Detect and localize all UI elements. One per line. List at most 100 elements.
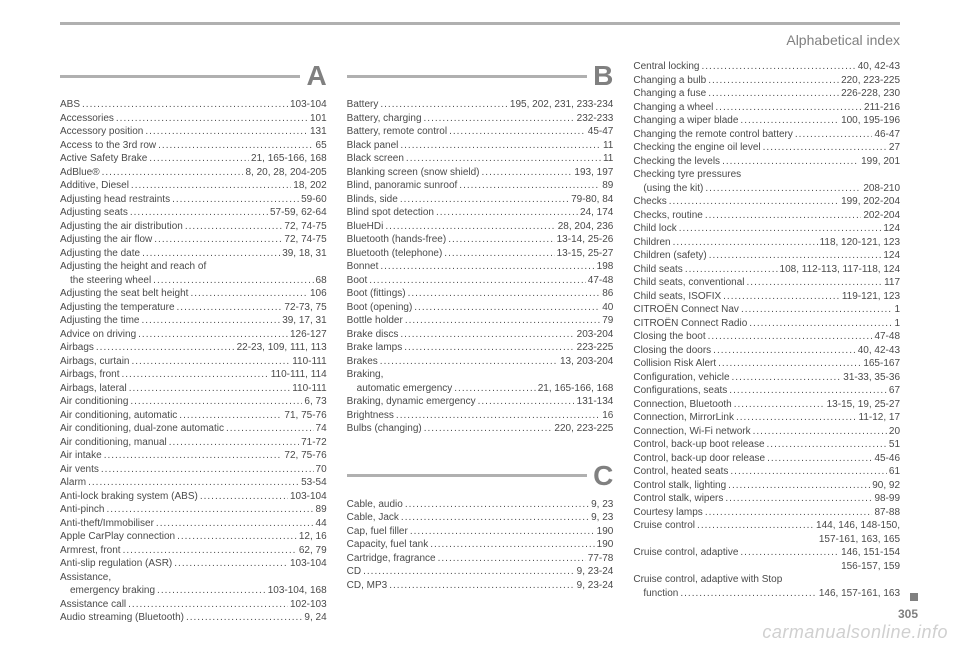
index-entry: BlueHDi28, 204, 236 (347, 220, 614, 234)
entry-label: Additive, Diesel (60, 179, 129, 193)
dot-leader (400, 328, 574, 342)
index-entry: Cable, Jack9, 23 (347, 511, 614, 525)
index-entry: Assistance call102-103 (60, 598, 327, 612)
index-entry: CITROËN Connect Nav1 (633, 303, 900, 317)
dot-leader (128, 598, 288, 612)
index-entry: Air conditioning, manual71-72 (60, 436, 327, 450)
entry-label: Armrest, front (60, 544, 121, 558)
entry-pages: 21, 165-166, 168 (538, 382, 614, 396)
entry-label: ABS (60, 98, 80, 112)
entry-label: BlueHDi (347, 220, 384, 234)
index-entry: Boot 47-48 (347, 274, 614, 288)
index-entry: Adjusting seats 57-59, 62-64 (60, 206, 327, 220)
entry-label: Control, back-up boot release (633, 438, 764, 452)
entry-label: Bluetooth (hands-free) (347, 233, 447, 247)
index-entry: Blanking screen (snow shield)193, 197 (347, 166, 614, 180)
entry-pages: 47-48 (588, 274, 614, 288)
entry-pages: 62, 79 (299, 544, 327, 558)
top-rule (60, 22, 900, 25)
dot-leader (679, 222, 882, 236)
entry-label: Adjusting the seat belt height (60, 287, 188, 301)
entry-pages: 124 (883, 222, 900, 236)
entry-label: Assistance, (60, 571, 111, 585)
entry-pages: 9, 24 (304, 611, 326, 625)
entry-label: Connection, Bluetooth (633, 398, 731, 412)
entry-label: Access to the 3rd row (60, 139, 156, 153)
entry-pages: 40, 42-43 (858, 344, 900, 358)
entry-label: Adjusting seats (60, 206, 128, 220)
index-entry: Cruise control144, 146, 148-150, (633, 519, 900, 533)
entry-label: Cable, audio (347, 498, 403, 512)
entry-label: Airbags, front (60, 368, 119, 382)
dot-leader (385, 220, 555, 234)
index-entry: Adjusting the height and reach of (60, 260, 327, 274)
entry-label: Changing a fuse (633, 87, 706, 101)
entry-label: Boot (347, 274, 368, 288)
index-entry: Connection, MirrorLink11-12, 17 (633, 411, 900, 425)
dot-leader (157, 584, 266, 598)
dot-leader (158, 139, 313, 153)
entry-pages: 144, 146, 148-150, (816, 519, 900, 533)
dot-leader (142, 247, 280, 261)
entry-pages: 11-12, 17 (859, 411, 901, 425)
entry-pages: 46-47 (874, 128, 900, 142)
dot-leader (740, 114, 839, 128)
index-entry: Anti-lock braking system (ABS)103-104 (60, 490, 327, 504)
index-entry: Bottle holder79 (347, 314, 614, 328)
page-header-title: Alphabetical index (786, 32, 900, 48)
entry-pages: 13-15, 19, 25-27 (827, 398, 900, 412)
entry-pages: 6, 73 (304, 395, 326, 409)
entry-pages: 110-111, 114 (271, 368, 327, 382)
entry-label: Adjusting the air distribution (60, 220, 183, 234)
dot-leader (154, 233, 282, 247)
dot-leader (121, 368, 268, 382)
entry-label: Changing the remote control battery (633, 128, 793, 142)
index-entry: Accessories101 (60, 112, 327, 126)
entry-label: Children (633, 236, 670, 250)
entry-label: Brake discs (347, 328, 399, 342)
entry-pages: 39, 18, 31 (282, 247, 326, 261)
entry-label: Configurations, seats (633, 384, 727, 398)
entry-pages: 12, 16 (299, 530, 327, 544)
dot-leader (389, 579, 574, 593)
entry-pages: 124 (883, 249, 900, 263)
entry-pages: 223-225 (577, 341, 614, 355)
entry-label: Black screen (347, 152, 404, 166)
entry-pages: 208-210 (863, 182, 900, 196)
entry-label: Child seats, ISOFIX (633, 290, 721, 304)
entry-label: Accessory position (60, 125, 143, 139)
entry-label: CITROËN Connect Nav (633, 303, 739, 317)
dot-leader (405, 498, 589, 512)
index-column: BBattery195, 202, 231, 233-234Battery, c… (347, 60, 614, 625)
index-entry: Anti-slip regulation (ASR)103-104 (60, 557, 327, 571)
entry-label: Bluetooth (telephone) (347, 247, 443, 261)
index-entry: Assistance, (60, 571, 327, 585)
entry-label: Accessories (60, 112, 114, 126)
entry-pages: 165-167 (863, 357, 900, 371)
index-entry: Active Safety Brake21, 165-166, 168 (60, 152, 327, 166)
index-entry: Battery, charging232-233 (347, 112, 614, 126)
entry-pages: 198 (597, 260, 614, 274)
entry-pages: 195, 202, 231, 233-234 (510, 98, 613, 112)
dot-leader (177, 530, 297, 544)
entry-pages: 193, 197 (574, 166, 613, 180)
index-entry: Adjusting the seat belt height106 (60, 287, 327, 301)
corner-square (910, 593, 918, 601)
entry-label: Control stalk, wipers (633, 492, 723, 506)
index-entry: Changing a wiper blade100, 195-196 (633, 114, 900, 128)
entry-pages: 57-59, 62-64 (270, 206, 327, 220)
index-entry: Adjusting the date39, 18, 31 (60, 247, 327, 261)
dot-leader (725, 492, 872, 506)
index-entry: Central locking40, 42-43 (633, 60, 900, 74)
dot-leader (705, 182, 861, 196)
index-column: AABS103-104Accessories101Accessory posit… (60, 60, 327, 625)
index-entry: Adjusting head restraints59-60 (60, 193, 327, 207)
entry-label: Anti-theft/Immobiliser (60, 517, 154, 531)
entry-pages: 202-204 (863, 209, 900, 223)
page-number: 305 (898, 607, 918, 621)
index-entry: Collision Risk Alert165-167 (633, 357, 900, 371)
entry-label: Cruise control, adaptive with Stop (633, 573, 782, 587)
index-entry: Black screen11 (347, 152, 614, 166)
entry-label: Cruise control, adaptive (633, 546, 738, 560)
index-entry: Control stalk, lighting90, 92 (633, 479, 900, 493)
